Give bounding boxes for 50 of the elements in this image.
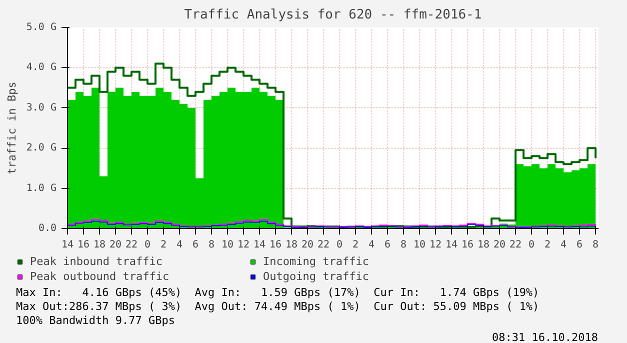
x-tick-label: 0	[336, 240, 343, 250]
x-tick-label: 20	[109, 240, 122, 250]
text: Max In: 4.16 GBps (45%) Avg In: 1.59 GBps (17%) Cur In: 1.74 GBps (19%)	[16, 286, 540, 300]
legend-label: Peak inbound traffic	[30, 255, 164, 268]
y-tick-label: 1.0 G	[26, 182, 57, 194]
text: Max Out:286.37 MBps ( 3%) Avg Out: 74.49 MBps ( 1%) Cur Out: 55.09 MBps ( 1%)	[16, 300, 540, 314]
x-tick-label: 12	[238, 240, 250, 250]
x-tick-label: 8	[208, 240, 215, 250]
x-tick-label: 16	[270, 240, 282, 250]
x-tick-label: 0	[528, 240, 535, 250]
x-tick-label: 4	[560, 240, 567, 250]
x-tick-label: 20	[302, 240, 314, 250]
x-tick-label: 12	[430, 240, 442, 250]
x-tick-label: 10	[414, 240, 426, 250]
y-tick-label: 0.0	[38, 223, 56, 234]
x-tick-label: 22	[125, 240, 138, 250]
y-axis-title: traffic in Bps	[5, 82, 18, 174]
legend-label: Peak outbound traffic	[30, 270, 170, 283]
chart-title: Traffic Analysis for 620 -- ffm-2016-1	[184, 8, 482, 22]
legend-label: Incoming traffic	[263, 255, 370, 268]
y-tick-label: 3.0 G	[26, 102, 57, 114]
x-tick-label: 14	[254, 240, 266, 250]
x-tick-label: 8	[400, 240, 407, 250]
y-tick-label: 2.0 G	[26, 142, 57, 154]
text: 08:31 16.10.2018	[492, 330, 598, 343]
x-tick-label: 6	[576, 240, 583, 250]
x-tick-label: 8	[592, 240, 599, 250]
text: 100% Bandwidth 9.77 GBps	[16, 314, 175, 328]
x-tick-label: 22	[318, 240, 330, 250]
x-tick-label: 2	[160, 240, 167, 250]
x-tick-label: 6	[384, 240, 391, 250]
x-tick-label: 18	[93, 240, 106, 250]
y-tick-label: 5.0 G	[26, 22, 57, 33]
x-tick-label: 2	[352, 240, 359, 250]
y-tick-label: 4.0 G	[26, 62, 57, 74]
x-tick-label: 4	[368, 240, 375, 250]
x-tick-label: 4	[176, 240, 183, 250]
x-tick-label: 14	[61, 240, 74, 250]
x-tick-label: 10	[222, 240, 234, 250]
x-tick-label: 18	[478, 240, 490, 250]
x-tick-label: 2	[544, 240, 551, 250]
x-tick-label: 0	[144, 240, 151, 250]
x-tick-label: 16	[462, 240, 474, 250]
x-tick-label: 20	[494, 240, 506, 250]
x-tick-label: 18	[286, 240, 298, 250]
x-tick-label: 22	[510, 240, 522, 250]
legend-label: Outgoing traffic	[263, 270, 370, 283]
x-tick-label: 14	[446, 240, 458, 250]
x-tick-label: 16	[77, 240, 90, 250]
x-tick-label: 6	[192, 240, 199, 250]
